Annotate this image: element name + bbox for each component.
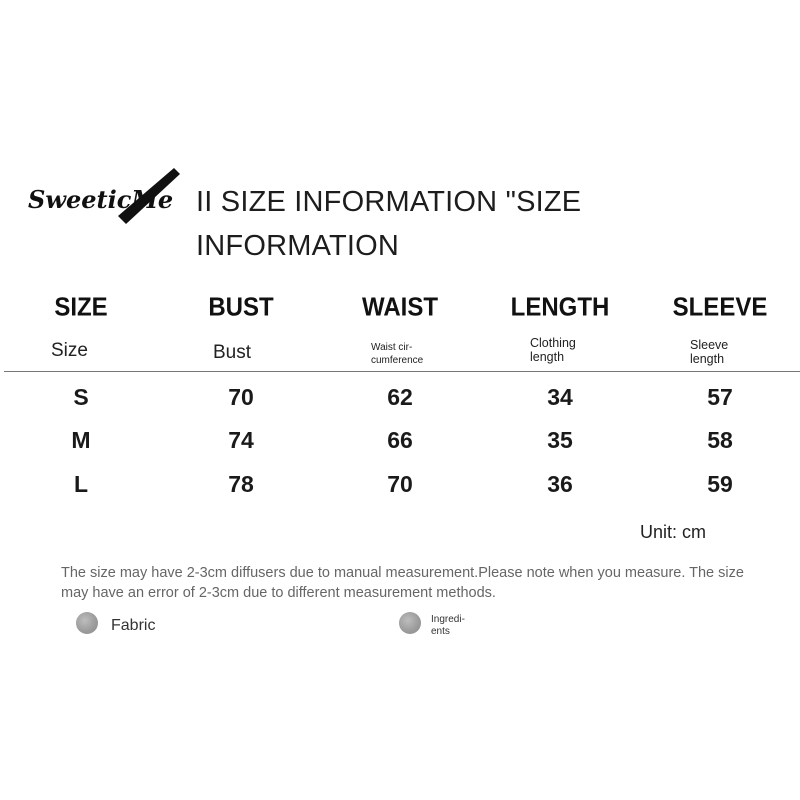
- subheader-sleeve-line1: Sleeve: [690, 338, 729, 352]
- subheader-bust: Bust: [213, 342, 252, 363]
- page-title: II SIZE INFORMATION "SIZE INFORMATION: [196, 186, 582, 262]
- measurement-note: The size may have 2-3cm diffusers due to…: [61, 565, 744, 601]
- subheader-length: Clothing length: [530, 336, 576, 364]
- unit-label: Unit: cm: [640, 522, 707, 542]
- subheader-size: Size: [51, 340, 88, 361]
- header-bust: BUST: [208, 293, 274, 322]
- table-cell: 62: [387, 384, 413, 410]
- subheader-waist: Waist cir- cumference: [371, 341, 423, 367]
- subheader-length-line1: Clothing: [530, 336, 576, 350]
- subheader-sleeve-line2: length: [690, 352, 725, 366]
- table-cell: L: [73, 471, 89, 497]
- table-cell: 66: [387, 427, 413, 453]
- table-cell: 70: [387, 471, 413, 497]
- table-cell: 59: [707, 471, 733, 497]
- legend-fabric-label: Fabric: [111, 617, 156, 634]
- legend-ingredients-label: Ingredi- ents: [431, 614, 465, 638]
- fabric-dot-icon: [76, 612, 98, 634]
- header-size: SIZE: [54, 293, 108, 322]
- table-cell: 58: [707, 427, 733, 453]
- header-waist: WAIST: [362, 293, 438, 322]
- table-cell: 36: [547, 471, 573, 497]
- table-cell: 57: [707, 384, 733, 410]
- subheader-waist-line2: cumference: [371, 355, 424, 366]
- legend-ingredients-line1: Ingredi-: [431, 614, 465, 625]
- table-cell: S: [73, 384, 89, 410]
- table-cell: 70: [228, 384, 254, 410]
- header-sleeve: SLEEVE: [672, 293, 768, 322]
- table-cell: 35: [547, 427, 573, 453]
- table-cell: 74: [228, 427, 254, 453]
- header-length: LENGTH: [510, 293, 610, 322]
- brand-logo: SweeticMe: [28, 168, 180, 224]
- brand-logo-text: SweeticMe: [28, 185, 173, 214]
- table-cell: M: [71, 427, 91, 453]
- ingredients-dot-icon: [399, 612, 421, 634]
- subheader-waist-line1: Waist cir-: [371, 342, 413, 353]
- table-cell: 34: [547, 384, 573, 410]
- subheader-sleeve: Sleeve length: [690, 338, 728, 366]
- table-divider: [4, 371, 800, 372]
- subheader-length-line2: length: [530, 350, 565, 364]
- table-cell: 78: [228, 471, 254, 497]
- legend-ingredients-line2: ents: [431, 626, 450, 637]
